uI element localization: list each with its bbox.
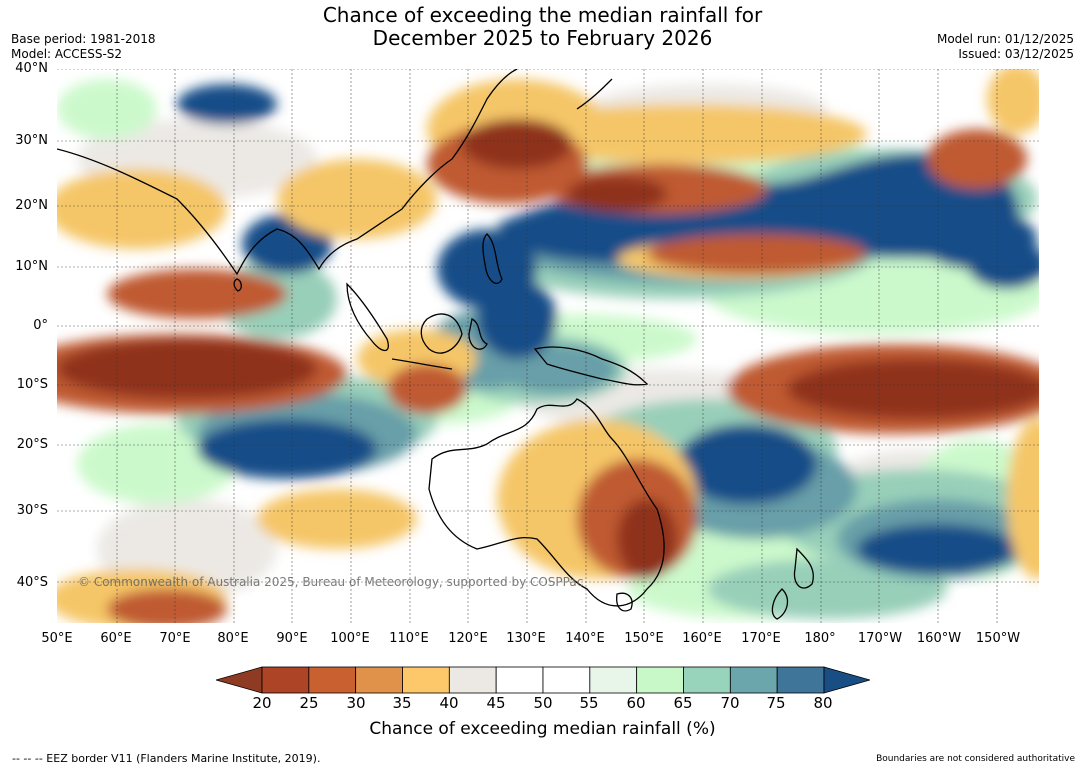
lat-label: 30°N bbox=[15, 133, 48, 148]
eez-note: -- -- -- EEZ border V11 (Flanders Marine… bbox=[12, 752, 321, 765]
issued-date: Issued: 03/12/2025 bbox=[958, 47, 1074, 61]
colorbar-tick: 40 bbox=[439, 694, 459, 712]
model-info: Base period: 1981-2018 Model: ACCESS-S2 bbox=[11, 32, 156, 62]
colorbar-swatch bbox=[308, 666, 357, 694]
sri-lanka-coastline bbox=[233, 278, 242, 292]
lat-label: 40°N bbox=[15, 61, 48, 76]
japan-coastline bbox=[576, 78, 613, 110]
run-info: Model run: 01/12/2025 Issued: 03/12/2025 bbox=[937, 32, 1074, 62]
colorbar-arrow-low bbox=[216, 666, 263, 694]
colorbar-tick: 75 bbox=[766, 694, 786, 712]
colorbar-swatch bbox=[261, 666, 310, 694]
lon-label: 150°E bbox=[624, 631, 664, 646]
colorbar-swatch bbox=[589, 666, 638, 694]
lon-label: 160°W bbox=[916, 631, 962, 646]
lat-label: 20°N bbox=[15, 198, 48, 213]
philippines-coastline bbox=[482, 233, 503, 284]
colorbar-swatch bbox=[448, 666, 497, 694]
colorbar-tick: 20 bbox=[252, 694, 272, 712]
colorbar-swatch bbox=[636, 666, 684, 694]
colorbar-tick: 55 bbox=[579, 694, 599, 712]
lon-label: 120°E bbox=[448, 631, 488, 646]
colorbar-swatch bbox=[402, 666, 450, 694]
colorbar-swatch bbox=[683, 666, 731, 694]
lon-label: 110°E bbox=[389, 631, 429, 646]
lat-label: 30°S bbox=[16, 503, 48, 518]
lon-label: 80°E bbox=[217, 631, 249, 646]
lon-label: 160°E bbox=[682, 631, 722, 646]
colorbar-swatch bbox=[355, 666, 403, 694]
new-guinea-coastline bbox=[533, 346, 649, 386]
sumatra-coastline bbox=[346, 282, 389, 352]
colorbar-tick: 80 bbox=[813, 694, 833, 712]
copyright-notice: © Commonwealth of Australia 2025, Bureau… bbox=[78, 575, 584, 589]
lat-label: 10°N bbox=[15, 259, 48, 274]
colorbar-swatches bbox=[216, 666, 870, 694]
lon-label: 50°E bbox=[41, 631, 73, 646]
chart-title: Chance of exceeding the median rainfall … bbox=[0, 4, 1085, 50]
base-period: Base period: 1981-2018 bbox=[11, 32, 156, 46]
lon-label: 130°E bbox=[506, 631, 546, 646]
lon-label: 100°E bbox=[330, 631, 370, 646]
colorbar-swatch bbox=[495, 666, 544, 694]
wet-very-zones bbox=[177, 84, 1039, 574]
rainfall-map bbox=[57, 69, 1039, 623]
model-name: Model: ACCESS-S2 bbox=[11, 47, 123, 61]
lon-label: 150°W bbox=[975, 631, 1021, 646]
lon-label: 170°E bbox=[741, 631, 781, 646]
colorbar-swatch bbox=[729, 666, 778, 694]
colorbar-label: Chance of exceeding median rainfall (%) bbox=[369, 719, 716, 739]
colorbar-tick: 60 bbox=[626, 694, 646, 712]
title-line-2: December 2025 to February 2026 bbox=[372, 26, 713, 50]
title-line-1: Chance of exceeding the median rainfall … bbox=[322, 3, 763, 27]
java-coastline bbox=[391, 358, 453, 370]
colorbar-arrow-high bbox=[823, 666, 870, 694]
tasmania-coastline bbox=[616, 592, 633, 612]
lon-label: 70°E bbox=[159, 631, 191, 646]
lat-label: 0° bbox=[33, 318, 48, 333]
new-zealand-coastline bbox=[771, 547, 814, 620]
lon-label: 90°E bbox=[276, 631, 308, 646]
colorbar-tick: 35 bbox=[392, 694, 412, 712]
lat-label: 10°S bbox=[16, 377, 48, 392]
colorbar-tick: 25 bbox=[299, 694, 319, 712]
dry-very-zones bbox=[57, 119, 1039, 579]
australia-coastline bbox=[428, 398, 665, 607]
graticule bbox=[57, 69, 1039, 623]
colorbar-swatch bbox=[776, 666, 825, 694]
lon-label: 180° bbox=[804, 631, 836, 646]
disclaimer: Boundaries are not considered authoritat… bbox=[876, 754, 1075, 764]
lat-label: 20°S bbox=[16, 437, 48, 452]
colorbar-tick: 30 bbox=[346, 694, 366, 712]
colorbar-tick: 50 bbox=[533, 694, 553, 712]
lon-label: 170°W bbox=[857, 631, 903, 646]
colorbar bbox=[216, 666, 870, 694]
lat-label: 40°S bbox=[16, 575, 48, 590]
colorbar-tick: 45 bbox=[486, 694, 506, 712]
lon-label: 60°E bbox=[100, 631, 132, 646]
colorbar-tick: 70 bbox=[720, 694, 740, 712]
rainfall-field bbox=[57, 69, 1039, 623]
colorbar-tick: 65 bbox=[673, 694, 693, 712]
colorbar-swatch bbox=[542, 666, 591, 694]
lon-label: 140°E bbox=[565, 631, 605, 646]
model-run-date: Model run: 01/12/2025 bbox=[936, 32, 1074, 46]
borneo-coastline bbox=[420, 313, 463, 354]
